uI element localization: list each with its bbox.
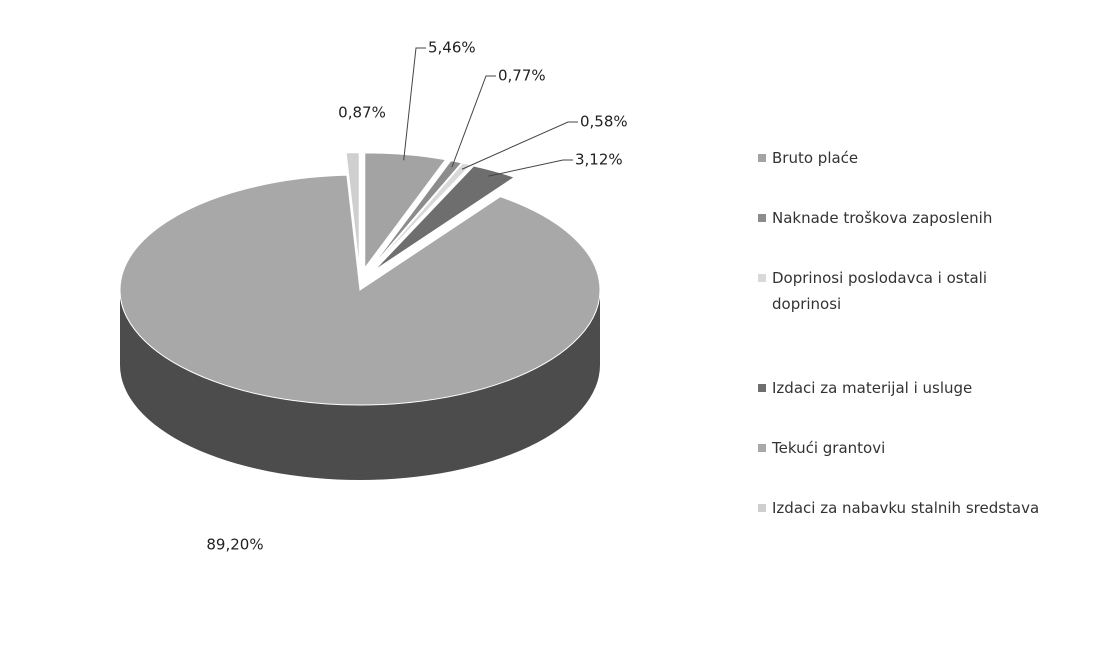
legend-item: Bruto plaće: [758, 145, 1058, 171]
data-label: 3,12%: [575, 151, 623, 169]
legend-label: Bruto plaće: [772, 149, 859, 167]
slice: [345, 152, 360, 268]
legend-swatch: [758, 214, 766, 222]
slice: [369, 160, 463, 270]
slice-top: [345, 152, 360, 268]
leader-line: [403, 47, 426, 161]
legend-swatch: [758, 274, 766, 282]
slice-side: [120, 290, 600, 480]
legend-swatch: [758, 154, 766, 162]
slice-top: [369, 160, 463, 270]
leader-line: [451, 75, 496, 168]
legend-item: Naknade troškova zaposlenih: [758, 205, 1058, 231]
data-label: 0,77%: [498, 67, 546, 85]
leader-line: [488, 159, 573, 177]
legend-label: Naknade troškova zaposlenih: [772, 209, 993, 227]
legend-label: Izdaci za nabavku stalnih sredstava: [772, 499, 1040, 517]
legend-item: Tekući grantovi: [758, 435, 1058, 461]
legend-swatch: [758, 504, 766, 512]
data-label: 5,46%: [428, 39, 476, 57]
slice-top: [364, 152, 447, 270]
data-label: 89,20%: [206, 536, 263, 554]
legend-item: Doprinosi poslodavca i ostali doprinosi: [758, 265, 1058, 317]
legend-swatch: [758, 444, 766, 452]
slice-top: [119, 174, 601, 406]
slice: [119, 174, 601, 480]
legend-label: Tekući grantovi: [772, 439, 886, 457]
data-label: 0,58%: [580, 113, 628, 131]
legend-item: Izdaci za materijal i usluge: [758, 375, 1058, 401]
slice: [373, 165, 516, 272]
data-label: 0,87%: [338, 104, 386, 122]
legend-label: Izdaci za materijal i usluge: [772, 379, 973, 397]
legend-swatch: [758, 384, 766, 392]
leader-line: [461, 121, 578, 170]
slice-top: [373, 165, 516, 272]
legend-item: Izdaci za nabavku stalnih sredstava: [758, 495, 1058, 521]
legend-label: Doprinosi poslodavca i ostali doprinosi: [772, 269, 988, 313]
slice: [364, 152, 447, 270]
